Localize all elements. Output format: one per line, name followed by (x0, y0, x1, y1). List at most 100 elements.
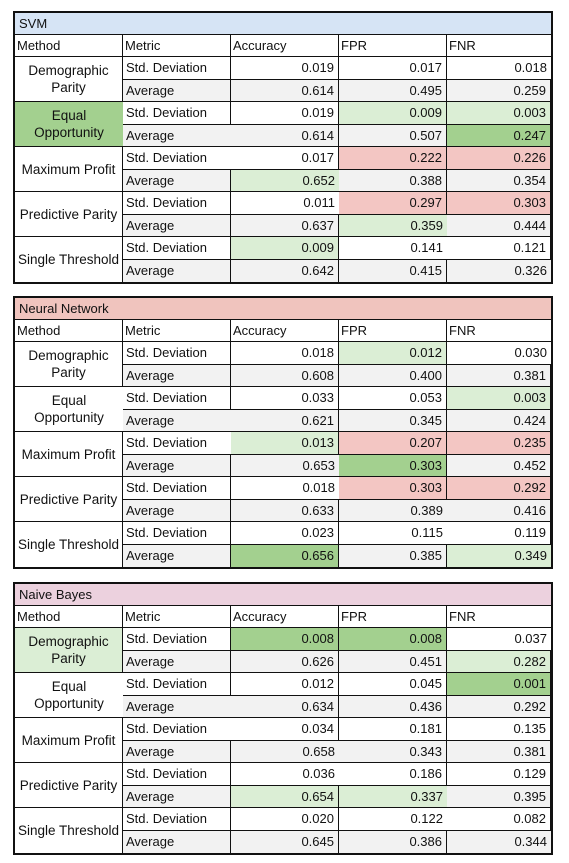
metric-label: Std. Deviation (123, 147, 231, 170)
value-cell-fpr: 0.388 (339, 169, 447, 192)
metric-label: Average (123, 695, 231, 718)
value-cell-fnr: 0.354 (447, 169, 551, 192)
value-cell-fnr: 0.121 (447, 237, 551, 260)
value-cell-fpr: 0.008 (339, 628, 447, 651)
column-header: Metric (123, 35, 231, 57)
column-header: Metric (123, 606, 231, 628)
value-cell-acc: 0.621 (231, 409, 339, 432)
value-cell-acc: 0.011 (231, 192, 339, 215)
value-cell-fnr: 0.018 (447, 57, 551, 80)
value-cell-fpr: 0.012 (339, 342, 447, 365)
metric-label: Std. Deviation (123, 628, 231, 651)
method-cell: Single Threshold (15, 808, 123, 853)
method-cell: Equal Opportunity (15, 387, 123, 432)
metric-label: Std. Deviation (123, 387, 231, 410)
value-cell-acc: 0.018 (231, 477, 339, 500)
value-cell-fnr: 0.037 (447, 628, 551, 651)
method-cell: Single Threshold (15, 522, 123, 567)
value-cell-fnr: 0.381 (447, 740, 551, 763)
value-cell-acc: 0.614 (231, 79, 339, 102)
value-cell-fnr: 0.292 (447, 695, 551, 718)
value-cell-fnr: 0.282 (447, 650, 551, 673)
column-header: FNR (447, 606, 551, 628)
value-cell-fpr: 0.507 (339, 124, 447, 147)
value-cell-fnr: 0.349 (447, 544, 551, 567)
column-header: Accuracy (231, 320, 339, 342)
value-cell-acc: 0.642 (231, 259, 339, 282)
column-header: Accuracy (231, 35, 339, 57)
value-cell-fpr: 0.303 (339, 477, 447, 500)
value-cell-fnr: 0.344 (447, 830, 551, 853)
metric-label: Average (123, 544, 231, 567)
column-header: FNR (447, 320, 551, 342)
value-cell-fpr: 0.400 (339, 364, 447, 387)
value-cell-fnr: 0.303 (447, 192, 551, 215)
metric-label: Std. Deviation (123, 237, 231, 260)
metric-label: Average (123, 169, 231, 192)
column-header: FPR (339, 320, 447, 342)
column-header: Method (15, 606, 123, 628)
metric-label: Std. Deviation (123, 432, 231, 455)
method-cell: Maximum Profit (15, 432, 123, 477)
table-title: SVM (15, 13, 551, 35)
column-header: FNR (447, 35, 551, 57)
value-cell-acc: 0.034 (231, 718, 339, 741)
value-cell-acc: 0.019 (231, 102, 339, 125)
column-header: FPR (339, 606, 447, 628)
value-cell-acc: 0.036 (231, 763, 339, 786)
metric-label: Std. Deviation (123, 808, 231, 831)
value-cell-fnr: 0.452 (447, 454, 551, 477)
method-cell: Equal Opportunity (15, 102, 123, 147)
metric-label: Std. Deviation (123, 522, 231, 545)
table-grid: Method Metric Accuracy FPR FNR Demographic Pa… (15, 35, 551, 282)
method-cell: Demographic Parity (15, 57, 123, 102)
value-cell-fpr: 0.345 (339, 409, 447, 432)
value-cell-acc: 0.634 (231, 695, 339, 718)
value-cell-acc: 0.626 (231, 650, 339, 673)
value-cell-fnr: 0.444 (447, 214, 551, 237)
metric-label: Average (123, 830, 231, 853)
value-cell-acc: 0.656 (231, 544, 339, 567)
svm-table: SVM Method Metric Accuracy FPR FNR Demographi… (13, 11, 553, 284)
value-cell-fnr: 0.001 (447, 673, 551, 696)
column-header: FPR (339, 35, 447, 57)
column-header: Metric (123, 320, 231, 342)
value-cell-fpr: 0.181 (339, 718, 447, 741)
value-cell-acc: 0.633 (231, 499, 339, 522)
method-cell: Predictive Parity (15, 763, 123, 808)
value-cell-fnr: 0.416 (447, 499, 551, 522)
naive-bayes-table: Naive Bayes Method Metric Accuracy FPR FNR De… (13, 582, 553, 855)
value-cell-fpr: 0.337 (339, 785, 447, 808)
value-cell-acc: 0.020 (231, 808, 339, 831)
metric-label: Std. Deviation (123, 57, 231, 80)
value-cell-fpr: 0.389 (339, 499, 447, 522)
table-title: Naive Bayes (15, 584, 551, 606)
value-cell-fpr: 0.495 (339, 79, 447, 102)
metric-label: Std. Deviation (123, 102, 231, 125)
table-grid: Method Metric Accuracy FPR FNR Demographic Pa… (15, 606, 551, 853)
metric-label: Std. Deviation (123, 718, 231, 741)
value-cell-acc: 0.023 (231, 522, 339, 545)
value-cell-acc: 0.652 (231, 169, 339, 192)
metric-label: Std. Deviation (123, 763, 231, 786)
method-cell: Demographic Parity (15, 342, 123, 387)
method-cell: Maximum Profit (15, 147, 123, 192)
metric-label: Average (123, 364, 231, 387)
value-cell-fpr: 0.222 (339, 147, 447, 170)
method-cell: Single Threshold (15, 237, 123, 282)
value-cell-fpr: 0.415 (339, 259, 447, 282)
value-cell-fpr: 0.045 (339, 673, 447, 696)
neural-network-table: Neural Network Method Metric Accuracy FPR FN… (13, 296, 553, 569)
value-cell-fnr: 0.424 (447, 409, 551, 432)
value-cell-fpr: 0.207 (339, 432, 447, 455)
column-header: Method (15, 320, 123, 342)
value-cell-fnr: 0.381 (447, 364, 551, 387)
value-cell-fnr: 0.003 (447, 387, 551, 410)
metric-label: Average (123, 499, 231, 522)
metric-label: Average (123, 79, 231, 102)
value-cell-fnr: 0.129 (447, 763, 551, 786)
column-header: Method (15, 35, 123, 57)
value-cell-fnr: 0.226 (447, 147, 551, 170)
value-cell-fnr: 0.247 (447, 124, 551, 147)
value-cell-fnr: 0.003 (447, 102, 551, 125)
